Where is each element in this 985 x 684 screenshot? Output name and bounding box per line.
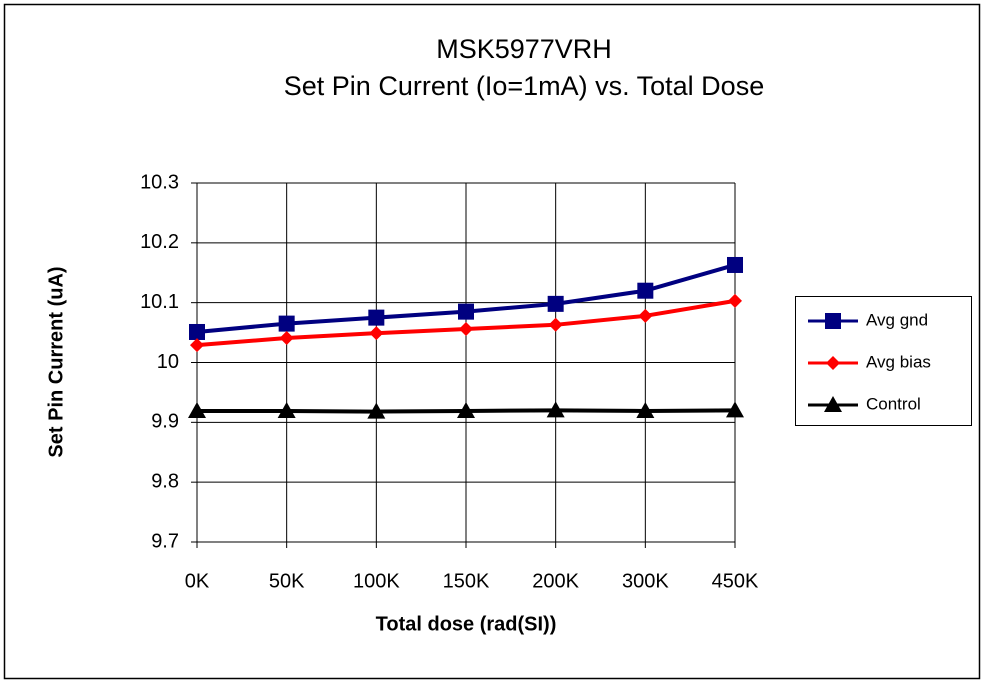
marker-square <box>825 313 841 329</box>
marker-diamond <box>279 330 294 345</box>
x-tick-label: 0K <box>185 570 210 592</box>
marker-triangle <box>367 402 386 419</box>
y-axis-label: Set Pin Current (uA) <box>45 266 67 457</box>
marker-diamond <box>369 326 384 341</box>
y-tick-label: 10 <box>157 351 179 373</box>
chart-title: Set Pin Current (Io=1mA) vs. Total Dose <box>284 71 764 101</box>
marker-square <box>458 303 474 320</box>
legend-label: Control <box>866 394 921 413</box>
marker-diamond <box>190 338 204 353</box>
x-tick-label: 300K <box>622 570 669 592</box>
marker-square <box>547 295 564 312</box>
marker-square <box>368 309 385 326</box>
x-tick-label: 50K <box>269 570 305 592</box>
marker-triangle <box>277 401 296 418</box>
y-tick-label: 9.9 <box>151 411 179 433</box>
y-tick-label: 10.1 <box>140 291 179 313</box>
marker-square <box>727 256 743 273</box>
y-tick-label: 9.7 <box>151 530 179 552</box>
x-tick-label: 200K <box>532 570 579 592</box>
marker-triangle <box>636 401 655 418</box>
marker-diamond <box>548 317 563 332</box>
marker-diamond <box>826 356 840 370</box>
marker-diamond <box>638 308 653 323</box>
marker-square <box>189 323 205 340</box>
x-axis-label: Total dose (rad(SI)) <box>376 613 557 635</box>
marker-triangle <box>824 396 842 412</box>
marker-diamond <box>459 321 473 336</box>
x-tick-label: 450K <box>712 570 759 592</box>
x-tick-label: 150K <box>443 570 490 592</box>
marker-triangle <box>457 401 475 418</box>
marker-triangle <box>546 401 565 418</box>
marker-square <box>637 282 654 299</box>
marker-diamond <box>728 293 742 308</box>
marker-triangle <box>726 401 744 418</box>
marker-triangle <box>188 401 206 418</box>
y-tick-label: 10.2 <box>140 231 179 253</box>
chart-title: MSK5977VRH <box>436 34 612 64</box>
x-tick-label: 100K <box>353 570 400 592</box>
legend-label: Avg bias <box>866 352 931 371</box>
y-tick-label: 9.8 <box>151 470 179 492</box>
y-tick-label: 10.3 <box>140 171 179 193</box>
marker-square <box>278 315 295 332</box>
legend-label: Avg gnd <box>866 310 928 329</box>
